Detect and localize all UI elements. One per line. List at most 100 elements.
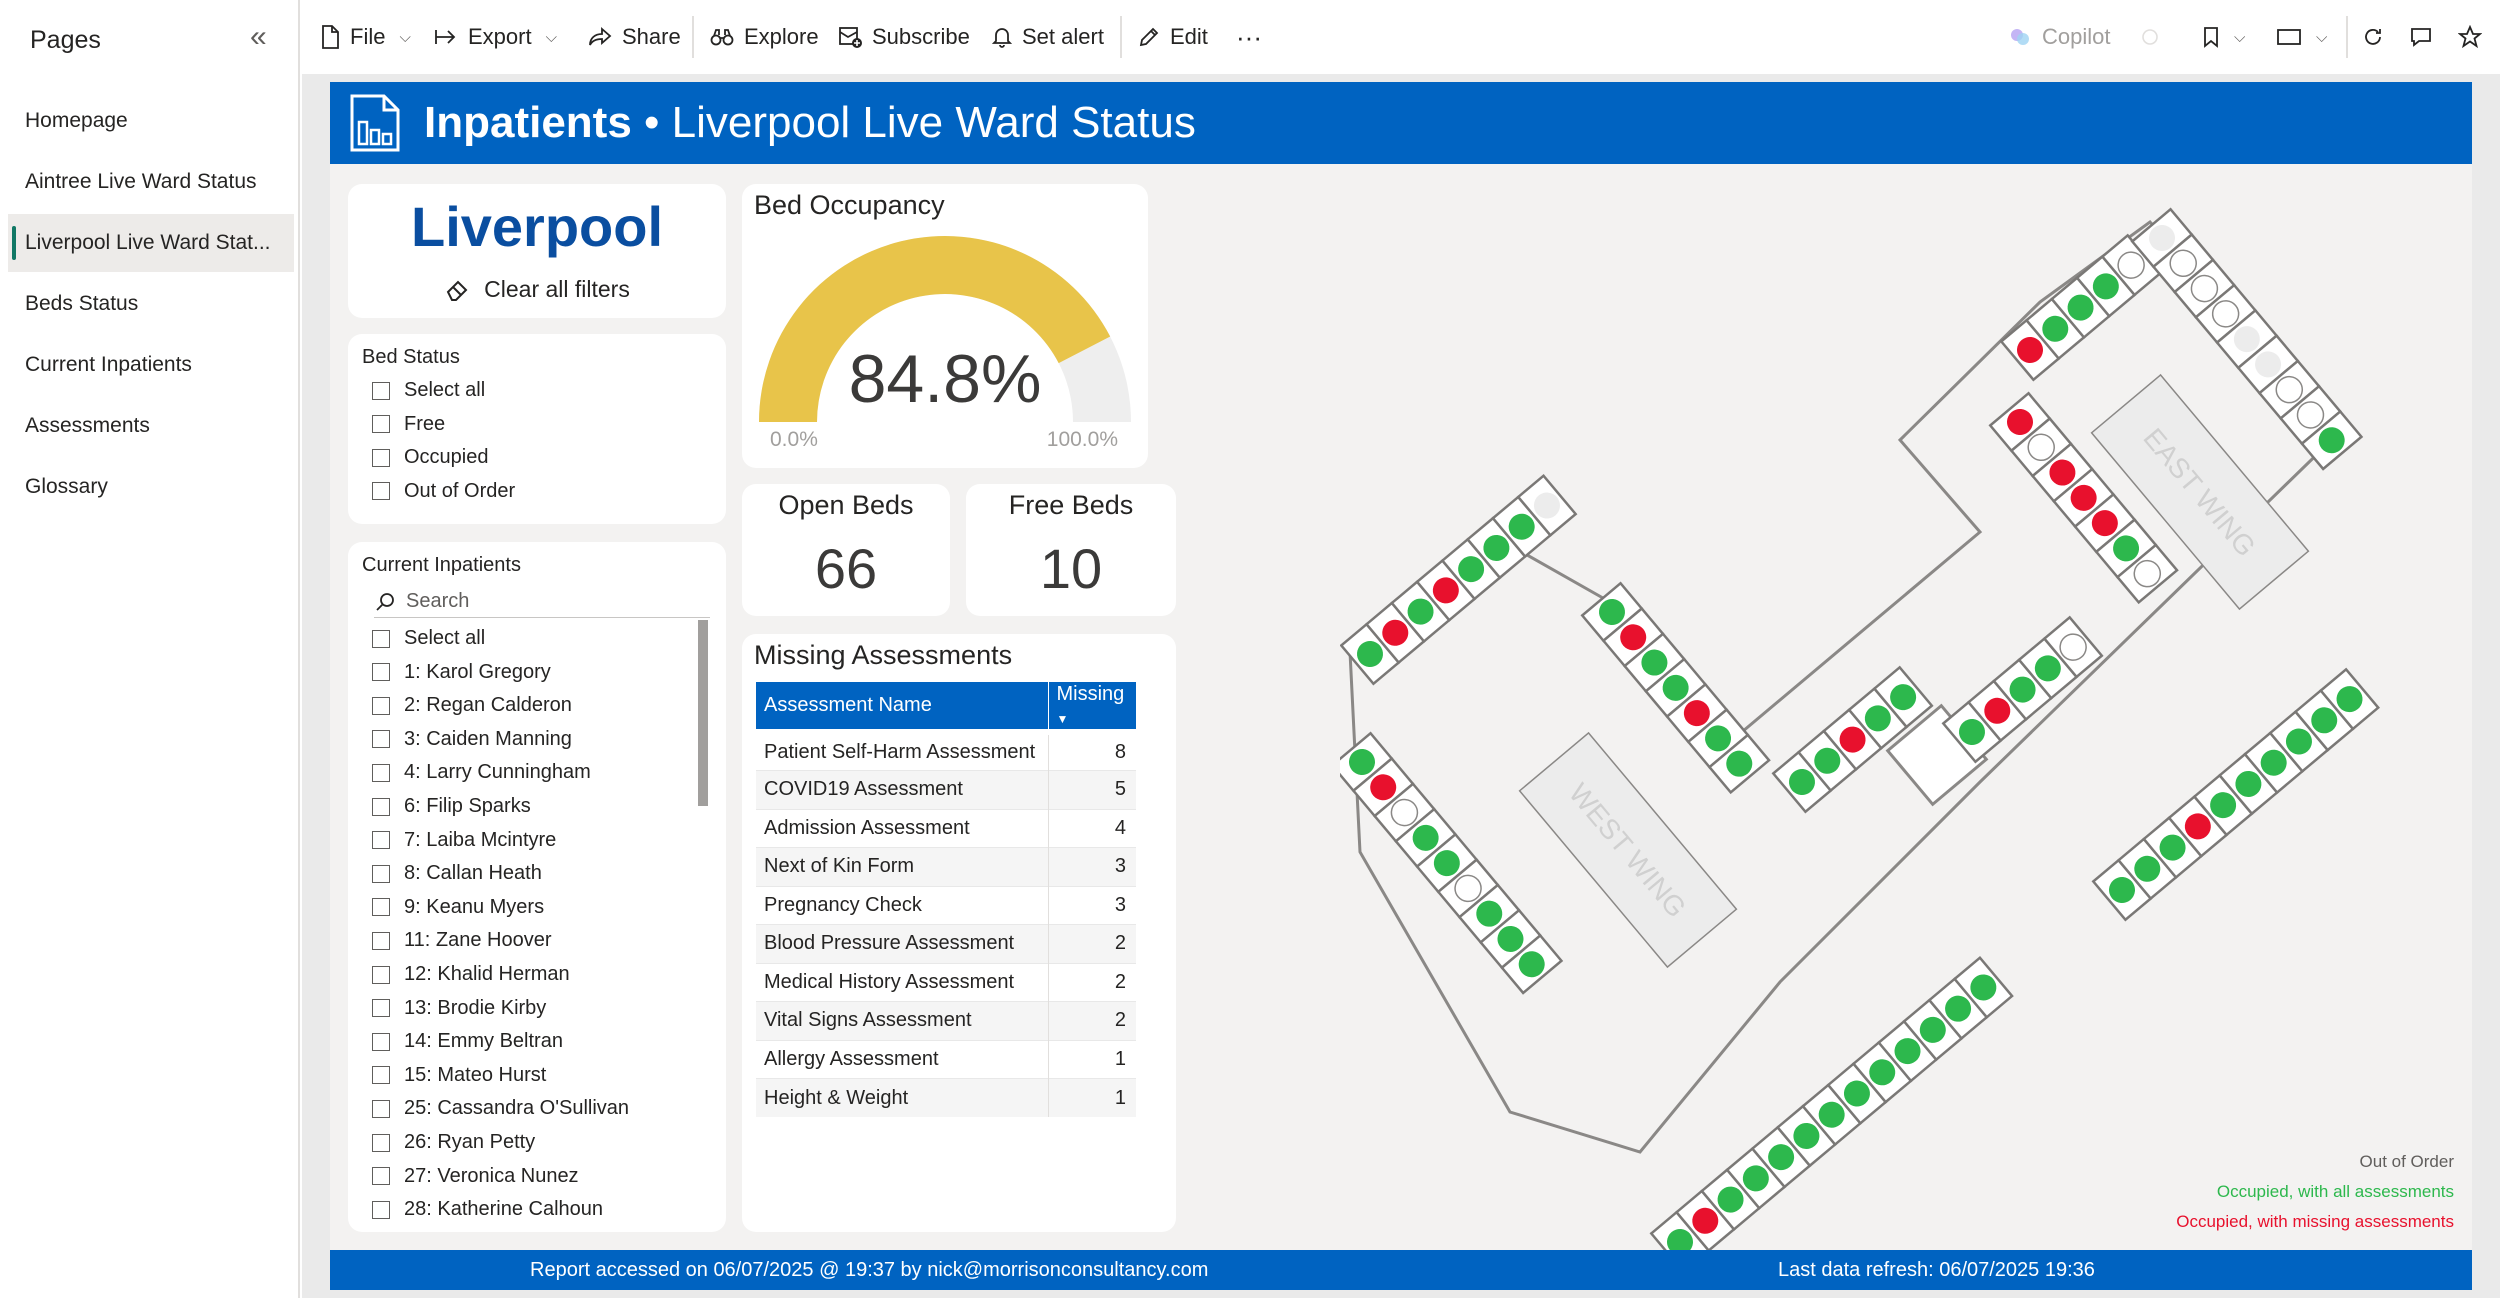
slicer-option[interactable]: Select all bbox=[372, 374, 485, 407]
bed-e-top-right-1[interactable] bbox=[2130, 207, 2194, 269]
table-row[interactable]: COVID19 Assessment 5 bbox=[756, 770, 1136, 809]
slicer-option[interactable]: 26: Ryan Petty bbox=[372, 1126, 535, 1159]
slicer-option[interactable]: Free bbox=[372, 408, 445, 441]
slicer-option[interactable]: 2: Regan Calderon bbox=[372, 689, 572, 722]
bed-w-top-7[interactable] bbox=[1491, 495, 1553, 559]
table-row[interactable]: Allergy Assessment 1 bbox=[756, 1039, 1136, 1079]
column-header-missing[interactable]: Missing ▼ bbox=[1047, 682, 1136, 732]
bed-e-top-right-4[interactable] bbox=[2194, 283, 2258, 345]
column-header-assessment[interactable]: Assessment Name bbox=[756, 682, 1048, 732]
checkbox[interactable] bbox=[372, 965, 390, 984]
bed-w-bottom-9[interactable] bbox=[1500, 933, 1564, 995]
bed-connector-3[interactable] bbox=[1822, 708, 1884, 772]
bed-e-right-3[interactable] bbox=[2142, 816, 2204, 880]
slicer-option[interactable]: 12: Khalid Herman bbox=[372, 958, 570, 991]
table-row[interactable]: Admission Assessment 4 bbox=[756, 808, 1136, 848]
bed-e-right-10[interactable] bbox=[2319, 667, 2380, 731]
page-nav-item[interactable]: Beds Status bbox=[25, 292, 139, 315]
subscribe-button[interactable]: Subscribe bbox=[838, 0, 970, 74]
checkbox[interactable] bbox=[372, 415, 390, 434]
bed-w-top-3[interactable] bbox=[1390, 580, 1452, 644]
share-button[interactable]: Share bbox=[588, 0, 681, 74]
bed-w-bottom-8[interactable] bbox=[1478, 908, 1543, 970]
checkbox[interactable] bbox=[372, 999, 390, 1018]
table-row[interactable]: Patient Self-Harm Assessment 8 bbox=[756, 729, 1136, 771]
page-nav-item[interactable]: Liverpool Live Ward Stat... bbox=[8, 214, 294, 272]
checkbox[interactable] bbox=[372, 381, 390, 400]
page-nav-item[interactable]: Homepage bbox=[25, 109, 128, 132]
checkbox[interactable] bbox=[372, 831, 390, 850]
explore-button[interactable]: Explore bbox=[710, 0, 819, 74]
bed-w-bottom-2[interactable] bbox=[1351, 756, 1415, 818]
collapse-pane-icon[interactable]: « bbox=[250, 20, 267, 53]
bed-w-bottom-1[interactable] bbox=[1340, 731, 1394, 793]
bed-bottom-long-13[interactable] bbox=[1952, 955, 2014, 1019]
checkbox[interactable] bbox=[372, 763, 390, 782]
view-menu[interactable]: ⌵ bbox=[2276, 0, 2327, 74]
bed-e-left-1[interactable] bbox=[1988, 391, 2052, 453]
bed-e-left-6[interactable] bbox=[2094, 517, 2158, 579]
export-menu[interactable]: Export ⌵ bbox=[434, 0, 557, 74]
checkbox[interactable] bbox=[372, 797, 390, 816]
bed-w-top-2[interactable] bbox=[1364, 601, 1426, 665]
bed-w-bottom-6[interactable] bbox=[1436, 857, 1500, 919]
bed-e-right-9[interactable] bbox=[2293, 688, 2355, 752]
table-row[interactable]: Medical History Assessment 2 bbox=[756, 962, 1136, 1002]
checkbox[interactable] bbox=[372, 696, 390, 715]
bed-e-top-right-9[interactable] bbox=[2300, 409, 2364, 471]
bed-e-left-3[interactable] bbox=[2030, 442, 2094, 504]
checkbox[interactable] bbox=[372, 1099, 390, 1118]
table-row[interactable]: Blood Pressure Assessment 2 bbox=[756, 924, 1136, 963]
checkbox[interactable] bbox=[372, 663, 390, 682]
set-alert-button[interactable]: Set alert bbox=[992, 0, 1104, 74]
slicer-option[interactable]: 4: Larry Cunningham bbox=[372, 756, 591, 789]
bed-w-bottom-4[interactable] bbox=[1394, 807, 1458, 869]
checkbox[interactable] bbox=[372, 482, 390, 501]
checkbox[interactable] bbox=[372, 931, 390, 950]
slicer-option[interactable]: 8: Callan Heath bbox=[372, 857, 542, 890]
refresh-button[interactable] bbox=[2362, 0, 2384, 74]
bed-bottom-long-3[interactable] bbox=[1700, 1168, 1762, 1232]
favorite-button[interactable] bbox=[2458, 0, 2482, 74]
slicer-option[interactable]: 11: Zane Hoover bbox=[372, 924, 552, 957]
page-nav-item[interactable]: Aintree Live Ward Status bbox=[25, 170, 257, 193]
checkbox[interactable] bbox=[372, 1133, 390, 1152]
bed-e-right-7[interactable] bbox=[2243, 731, 2305, 795]
inpatients-scrollbar[interactable] bbox=[698, 620, 708, 806]
edit-button[interactable]: Edit bbox=[1138, 0, 1208, 74]
slicer-option[interactable]: 6: Filip Sparks bbox=[372, 790, 531, 823]
slicer-option[interactable]: 15: Mateo Hurst bbox=[372, 1059, 546, 1092]
bed-e-right-2[interactable] bbox=[2116, 837, 2178, 901]
bed-e-top-right-2[interactable] bbox=[2151, 232, 2215, 294]
slicer-option[interactable]: 9: Keanu Myers bbox=[372, 891, 544, 924]
slicer-option[interactable]: Occupied bbox=[372, 441, 489, 474]
bed-w-top-5[interactable] bbox=[1440, 537, 1502, 601]
checkbox[interactable] bbox=[372, 1066, 390, 1085]
bookmark-menu[interactable]: ⌵ bbox=[2202, 0, 2245, 74]
clear-filters-button[interactable]: Clear all filters bbox=[348, 276, 726, 303]
bed-bottom-long-11[interactable] bbox=[1902, 998, 1964, 1062]
bed-e-left-5[interactable] bbox=[2073, 492, 2137, 554]
slicer-option[interactable]: 7: Laiba Mcintyre bbox=[372, 824, 556, 857]
page-nav-item[interactable]: Assessments bbox=[25, 414, 150, 437]
bed-bottom-long-8[interactable] bbox=[1826, 1061, 1888, 1126]
file-menu[interactable]: File ⌵ bbox=[320, 0, 411, 74]
copilot-button[interactable]: Copilot bbox=[2008, 0, 2110, 74]
checkbox[interactable] bbox=[372, 864, 390, 883]
bed-e-right-4[interactable] bbox=[2167, 794, 2229, 858]
slicer-option[interactable]: 27: Veronica Nunez bbox=[372, 1160, 579, 1193]
table-row[interactable]: Next of Kin Form 3 bbox=[756, 847, 1136, 886]
slicer-option[interactable]: 1: Karol Gregory bbox=[372, 656, 551, 689]
bed-w-top-8[interactable] bbox=[1516, 473, 1578, 538]
bed-e-top-right-6[interactable] bbox=[2236, 333, 2300, 395]
bed-e-inner-5[interactable] bbox=[2042, 615, 2104, 679]
more-options-button[interactable]: ··· bbox=[1236, 21, 1262, 52]
bed-e-left-4[interactable] bbox=[2052, 467, 2116, 529]
comments-button[interactable] bbox=[2410, 0, 2432, 74]
slicer-option[interactable]: 3: Caiden Manning bbox=[372, 723, 572, 756]
slicer-option[interactable]: Select all bbox=[372, 622, 485, 655]
slicer-option[interactable]: 25: Cassandra O'Sullivan bbox=[372, 1092, 629, 1125]
checkbox[interactable] bbox=[372, 898, 390, 917]
page-nav-item[interactable]: Current Inpatients bbox=[25, 353, 192, 376]
slicer-option[interactable]: 28: Katherine Calhoun bbox=[372, 1193, 603, 1226]
